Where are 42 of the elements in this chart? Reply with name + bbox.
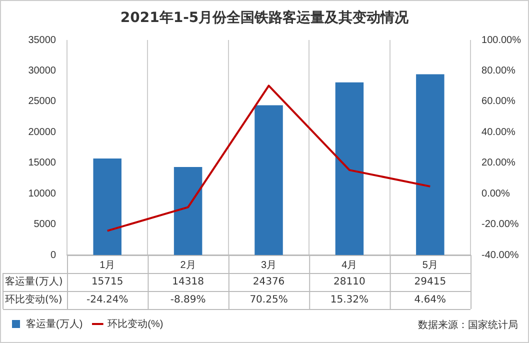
y2-tick-label: -40.00% xyxy=(482,250,519,261)
y2-tick-label: 40.00% xyxy=(482,126,516,138)
data-label: 14318 xyxy=(172,276,204,288)
y-tick-label: 30000 xyxy=(28,65,56,76)
y-tick-label: 10000 xyxy=(28,188,56,200)
y2-tick-label: 100.00% xyxy=(482,34,522,46)
legend-label: 客运量(万人) xyxy=(26,318,83,330)
data-label: 70.25% xyxy=(250,294,288,306)
x-tick-label: 5月 xyxy=(422,260,438,271)
x-tick-label: 3月 xyxy=(260,260,277,271)
y2-tick-label: 60.00% xyxy=(482,96,516,108)
bar xyxy=(174,167,202,255)
source-note: 数据来源：国家统计局 xyxy=(418,318,518,332)
y2-tick-label: 0.00% xyxy=(482,188,510,200)
x-tick-label: 1月 xyxy=(100,260,116,271)
y-tick-label: 5000 xyxy=(34,219,56,230)
y-tick-label: 15000 xyxy=(28,158,56,169)
y2-tick-label: 20.00% xyxy=(482,158,516,169)
x-tick-label: 2月 xyxy=(180,260,196,271)
bar xyxy=(93,158,122,255)
data-label: 28110 xyxy=(334,276,366,288)
legend-label: 环比变动(%) xyxy=(108,318,164,330)
y-tick-label: 0 xyxy=(50,250,56,261)
x-tick-label: 4月 xyxy=(342,260,358,271)
y2-tick-label: -20.00% xyxy=(482,219,519,230)
data-label: 24376 xyxy=(252,276,285,288)
text: 客运量(万人) xyxy=(5,276,63,288)
bar xyxy=(335,82,364,255)
data-label: -24.24% xyxy=(86,294,128,306)
data-label: 15715 xyxy=(91,276,124,288)
y-tick-label: 35000 xyxy=(28,34,56,46)
data-label: 29415 xyxy=(414,276,446,288)
data-label: -8.89% xyxy=(170,294,206,306)
chart-title: 2021年1-5月份全国铁路客运量及其变动情况 xyxy=(119,9,410,27)
y-tick-label: 25000 xyxy=(28,96,56,108)
y2-tick-label: 80.00% xyxy=(482,65,516,76)
bar xyxy=(254,105,283,255)
text: 环比变动(%) xyxy=(5,294,62,306)
data-label: 15.32% xyxy=(330,294,369,306)
y-tick-label: 20000 xyxy=(28,126,56,138)
data-label: 4.64% xyxy=(414,294,446,306)
bar xyxy=(416,74,444,255)
